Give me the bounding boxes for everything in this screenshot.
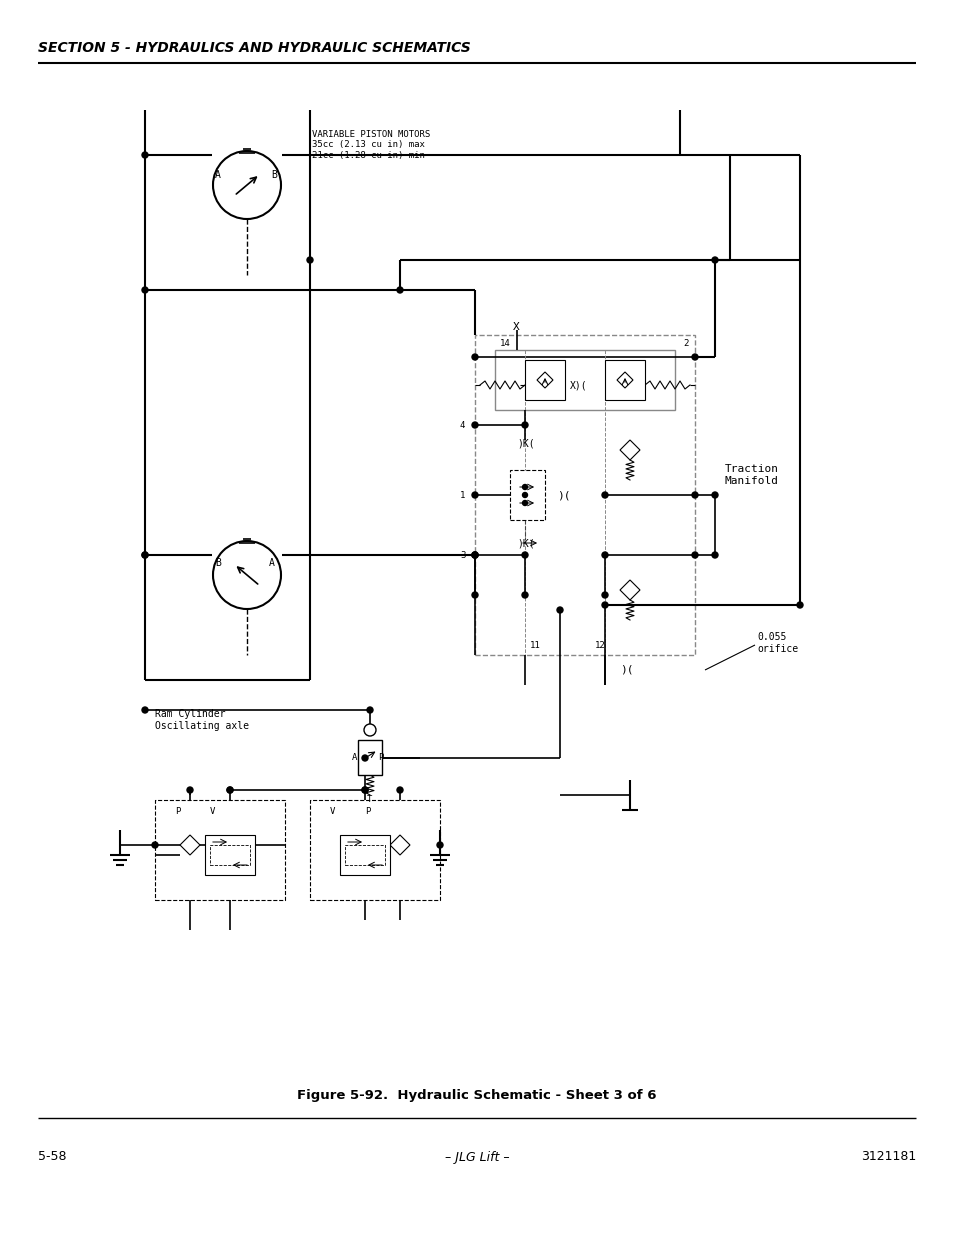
Bar [604, 359, 644, 400]
Circle shape [361, 787, 368, 793]
Circle shape [472, 552, 477, 558]
Circle shape [364, 724, 375, 736]
Polygon shape [390, 835, 410, 855]
Text: Ram Cylinder
Oscillating axle: Ram Cylinder Oscillating axle [154, 709, 249, 731]
Circle shape [307, 257, 313, 263]
Circle shape [711, 492, 718, 498]
Circle shape [361, 755, 368, 761]
Circle shape [601, 552, 607, 558]
Circle shape [522, 500, 527, 505]
Text: )K(: )K( [517, 438, 534, 448]
Polygon shape [537, 372, 553, 388]
Circle shape [227, 787, 233, 793]
Circle shape [711, 257, 718, 263]
Text: P: P [377, 753, 383, 762]
Text: X)(: X)( [569, 380, 587, 390]
Circle shape [521, 592, 527, 598]
Text: 3121181: 3121181 [860, 1151, 915, 1163]
Text: 14: 14 [499, 338, 510, 347]
Text: B: B [271, 170, 276, 180]
Text: VARIABLE PISTON MOTORS
35cc (2.13 cu in) max
21cc (1.28 cu in) min: VARIABLE PISTON MOTORS 35cc (2.13 cu in)… [312, 130, 430, 159]
Polygon shape [619, 440, 639, 459]
Circle shape [472, 592, 477, 598]
Circle shape [796, 601, 802, 608]
Circle shape [367, 706, 373, 713]
Text: A: A [352, 753, 357, 762]
Text: )(: )( [557, 490, 570, 500]
Circle shape [521, 492, 527, 498]
Text: B: B [214, 558, 221, 568]
Polygon shape [617, 372, 633, 388]
Circle shape [436, 842, 442, 848]
Bar [339, 835, 390, 876]
Text: 4: 4 [459, 420, 465, 430]
Text: P: P [365, 808, 370, 816]
Circle shape [472, 354, 477, 359]
Text: X: X [513, 322, 519, 332]
Bar [510, 471, 544, 520]
Circle shape [521, 552, 527, 558]
Circle shape [601, 601, 607, 608]
Circle shape [396, 287, 402, 293]
Text: 3: 3 [459, 551, 465, 559]
Circle shape [691, 552, 698, 558]
Text: 0.055
orifice: 0.055 orifice [757, 632, 798, 653]
Circle shape [396, 787, 402, 793]
Circle shape [142, 287, 148, 293]
Circle shape [472, 552, 477, 558]
Text: A: A [269, 558, 274, 568]
Text: – JLG Lift –: – JLG Lift – [444, 1151, 509, 1163]
Circle shape [213, 151, 281, 219]
Text: SECTION 5 - HYDRAULICS AND HYDRAULIC SCHEMATICS: SECTION 5 - HYDRAULICS AND HYDRAULIC SCH… [38, 41, 470, 56]
Bar [205, 835, 254, 876]
Text: 1: 1 [459, 490, 465, 499]
Circle shape [142, 152, 148, 158]
Circle shape [152, 842, 158, 848]
Text: A: A [214, 170, 221, 180]
Text: Figure 5-92.  Hydraulic Schematic - Sheet 3 of 6: Figure 5-92. Hydraulic Schematic - Sheet… [297, 1088, 656, 1102]
Circle shape [472, 552, 477, 558]
Circle shape [522, 493, 527, 498]
Circle shape [601, 492, 607, 498]
Circle shape [711, 552, 718, 558]
Text: 12: 12 [595, 641, 605, 650]
Bar [357, 740, 381, 776]
Text: 11: 11 [530, 641, 540, 650]
Circle shape [213, 541, 281, 609]
Bar [524, 359, 564, 400]
Text: T: T [367, 795, 372, 804]
Text: 2: 2 [682, 338, 688, 347]
Text: )(: )( [619, 664, 633, 676]
Circle shape [227, 787, 233, 793]
Circle shape [142, 552, 148, 558]
Circle shape [521, 422, 527, 429]
Polygon shape [180, 835, 200, 855]
Circle shape [142, 706, 148, 713]
Bar [210, 845, 250, 864]
Text: Traction
Manifold: Traction Manifold [724, 464, 779, 485]
Circle shape [557, 606, 562, 613]
Polygon shape [619, 580, 639, 600]
Text: P: P [174, 808, 180, 816]
Text: V: V [330, 808, 335, 816]
Text: V: V [210, 808, 215, 816]
Circle shape [601, 592, 607, 598]
Bar [495, 350, 675, 410]
Bar [345, 845, 385, 864]
Text: )K(: )K( [517, 538, 534, 548]
Text: 5-58: 5-58 [38, 1151, 67, 1163]
Circle shape [361, 787, 368, 793]
Circle shape [142, 552, 148, 558]
Circle shape [691, 354, 698, 359]
Circle shape [522, 484, 527, 489]
Bar [154, 800, 285, 900]
Circle shape [472, 492, 477, 498]
Bar [475, 335, 695, 655]
Bar [310, 800, 439, 900]
Circle shape [472, 422, 477, 429]
Circle shape [691, 492, 698, 498]
Circle shape [187, 787, 193, 793]
